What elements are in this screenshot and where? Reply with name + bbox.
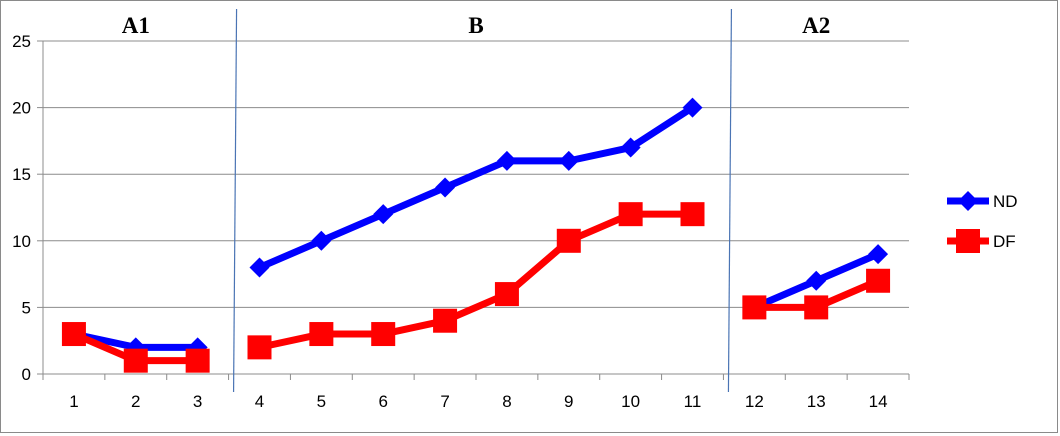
- point-ND-9: [558, 150, 579, 171]
- x-tick-label-9: 9: [564, 392, 573, 411]
- point-DF-13: [804, 295, 829, 320]
- x-tick-label-7: 7: [440, 392, 449, 411]
- x-tick-label-13: 13: [807, 392, 826, 411]
- point-ND-14: [868, 244, 889, 265]
- point-ND-6: [373, 204, 394, 225]
- x-tick-label-10: 10: [621, 392, 640, 411]
- x-tick-label-11: 11: [684, 392, 702, 411]
- x-tick-label-8: 8: [502, 392, 511, 411]
- legend-label-ND: ND: [993, 192, 1018, 211]
- series: [61, 97, 891, 373]
- x-tick-label-1: 1: [69, 392, 78, 411]
- phase-label-A2: A2: [802, 13, 830, 38]
- legend-item-DF: DF: [947, 229, 1016, 253]
- x-tick-label-5: 5: [317, 392, 326, 411]
- phase-divider-1: [232, 8, 238, 393]
- point-DF-2: [123, 348, 148, 373]
- point-ND-8: [496, 150, 517, 171]
- x-tick-label-4: 4: [255, 392, 264, 411]
- point-DF-14: [866, 268, 891, 293]
- phase-label-B: B: [468, 13, 483, 38]
- point-DF-4: [247, 335, 272, 360]
- point-DF-11: [680, 202, 705, 227]
- point-DF-12: [742, 295, 767, 320]
- legend: ND DF: [947, 191, 1018, 253]
- legend-item-ND: ND: [947, 191, 1018, 211]
- phase-labels: A1 B A2: [122, 13, 831, 38]
- point-DF-6: [371, 322, 396, 347]
- x-tick-label-6: 6: [378, 392, 387, 411]
- point-ND-7: [435, 177, 456, 198]
- series-DF: [61, 202, 891, 373]
- point-ND-10: [620, 137, 641, 158]
- y-tick-label-5: 5: [22, 298, 31, 317]
- point-ND-4: [249, 257, 270, 278]
- y-tick-label-10: 10: [12, 232, 31, 251]
- point-ND-5: [311, 230, 332, 251]
- x-tick-label-12: 12: [745, 392, 764, 411]
- y-tick-label-20: 20: [12, 99, 31, 118]
- point-ND-13: [806, 270, 827, 291]
- legend-marker-ND: [958, 191, 978, 211]
- point-ND-11: [682, 97, 703, 118]
- legend-marker-DF: [956, 229, 980, 253]
- point-DF-1: [61, 322, 86, 347]
- point-DF-3: [185, 348, 210, 373]
- point-DF-9: [556, 228, 581, 253]
- point-DF-5: [309, 322, 334, 347]
- point-DF-8: [494, 282, 519, 307]
- y-tick-label-25: 25: [12, 32, 31, 51]
- y-tick-label-0: 0: [22, 365, 31, 384]
- series-line-ND-2: [258, 104, 695, 271]
- x-tick-label-2: 2: [131, 392, 140, 411]
- point-DF-10: [618, 202, 643, 227]
- x-tick-label-14: 14: [869, 392, 888, 411]
- x-tick-label-3: 3: [193, 392, 202, 411]
- phase-dividers: [232, 8, 733, 393]
- y-tick-label-15: 15: [12, 165, 31, 184]
- phase-divider-2: [727, 8, 733, 393]
- point-DF-7: [433, 308, 458, 333]
- legend-label-DF: DF: [993, 232, 1016, 251]
- phase-label-A1: A1: [122, 13, 150, 38]
